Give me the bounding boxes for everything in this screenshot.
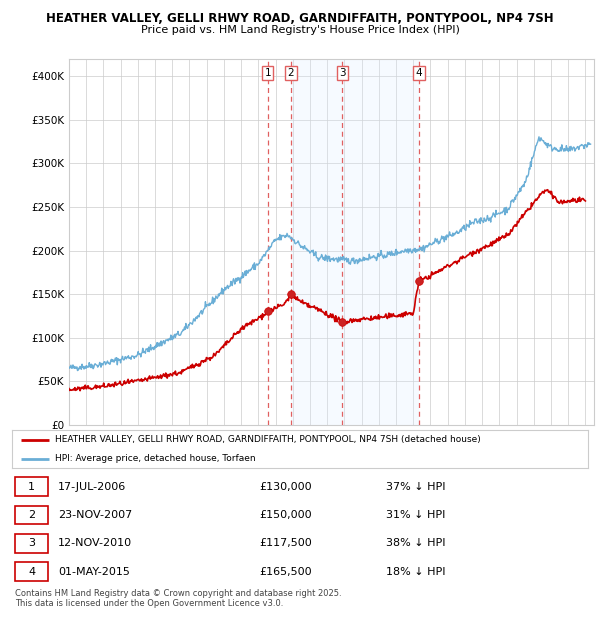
- Text: HPI: Average price, detached house, Torfaen: HPI: Average price, detached house, Torf…: [55, 454, 256, 463]
- FancyBboxPatch shape: [15, 506, 48, 525]
- Text: 31% ↓ HPI: 31% ↓ HPI: [386, 510, 446, 520]
- Text: 2: 2: [288, 68, 295, 78]
- FancyBboxPatch shape: [15, 477, 48, 496]
- Text: £150,000: £150,000: [260, 510, 313, 520]
- Text: HEATHER VALLEY, GELLI RHWY ROAD, GARNDIFFAITH, PONTYPOOL, NP4 7SH: HEATHER VALLEY, GELLI RHWY ROAD, GARNDIF…: [46, 12, 554, 25]
- Text: 38% ↓ HPI: 38% ↓ HPI: [386, 538, 446, 548]
- Text: £117,500: £117,500: [260, 538, 313, 548]
- Text: 4: 4: [416, 68, 422, 78]
- Bar: [291, 59, 419, 425]
- FancyBboxPatch shape: [15, 534, 48, 552]
- Text: 17-JUL-2006: 17-JUL-2006: [58, 482, 127, 492]
- Text: HEATHER VALLEY, GELLI RHWY ROAD, GARNDIFFAITH, PONTYPOOL, NP4 7SH (detached hous: HEATHER VALLEY, GELLI RHWY ROAD, GARNDIF…: [55, 435, 481, 444]
- Text: 01-MAY-2015: 01-MAY-2015: [58, 567, 130, 577]
- Text: £165,500: £165,500: [260, 567, 313, 577]
- Text: 18% ↓ HPI: 18% ↓ HPI: [386, 567, 446, 577]
- Text: 4: 4: [28, 567, 35, 577]
- Text: £130,000: £130,000: [260, 482, 313, 492]
- Text: 3: 3: [28, 538, 35, 548]
- Text: Contains HM Land Registry data © Crown copyright and database right 2025.
This d: Contains HM Land Registry data © Crown c…: [15, 589, 341, 608]
- Text: 1: 1: [265, 68, 271, 78]
- Text: Price paid vs. HM Land Registry's House Price Index (HPI): Price paid vs. HM Land Registry's House …: [140, 25, 460, 35]
- Text: 1: 1: [28, 482, 35, 492]
- FancyBboxPatch shape: [15, 562, 48, 581]
- Text: 2: 2: [28, 510, 35, 520]
- Text: 3: 3: [339, 68, 346, 78]
- Text: 23-NOV-2007: 23-NOV-2007: [58, 510, 133, 520]
- Text: 37% ↓ HPI: 37% ↓ HPI: [386, 482, 446, 492]
- Text: 12-NOV-2010: 12-NOV-2010: [58, 538, 132, 548]
